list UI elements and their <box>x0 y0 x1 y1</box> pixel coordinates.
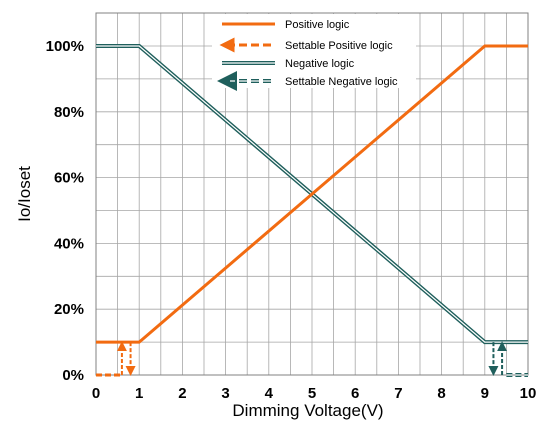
legend-label-positive: Positive logic <box>285 19 350 31</box>
y-tick-label: 60% <box>54 170 84 187</box>
x-tick-label: 1 <box>135 385 143 402</box>
x-tick-label: 5 <box>308 385 316 402</box>
legend-label-negative: Negative logic <box>285 58 355 70</box>
y-axis-title: Io/Ioset <box>15 166 34 222</box>
y-tick-labels: 0% 20% 40% 60% 80% 100% <box>46 38 84 384</box>
x-tick-label: 9 <box>481 385 489 402</box>
y-tick-label: 20% <box>54 301 84 318</box>
legend-box <box>212 14 416 88</box>
x-tick-label: 2 <box>178 385 186 402</box>
legend: Positive logic Settable Positive logic N… <box>212 14 416 91</box>
x-tick-label: 4 <box>265 385 274 402</box>
plot-frame <box>95 12 529 376</box>
x-tick-labels: 0 1 2 3 4 5 6 7 8 9 10 <box>92 385 537 402</box>
y-tick-label: 0% <box>62 367 84 384</box>
x-tick-label: 10 <box>520 385 537 402</box>
series-layer <box>96 44 528 377</box>
y-tick-label: 80% <box>54 104 84 121</box>
x-tick-label: 7 <box>394 385 402 402</box>
y-tick-label: 40% <box>54 235 84 252</box>
x-tick-label: 0 <box>92 385 100 402</box>
legend-label-settable-negative: Settable Negative logic <box>285 76 398 88</box>
x-tick-label: 6 <box>351 385 359 402</box>
x-axis-title: Dimming Voltage(V) <box>232 401 383 420</box>
x-tick-label: 8 <box>437 385 445 402</box>
y-tick-label: 100% <box>46 38 84 55</box>
x-tick-label: 3 <box>221 385 229 402</box>
legend-label-settable-positive: Settable Positive logic <box>285 40 393 52</box>
